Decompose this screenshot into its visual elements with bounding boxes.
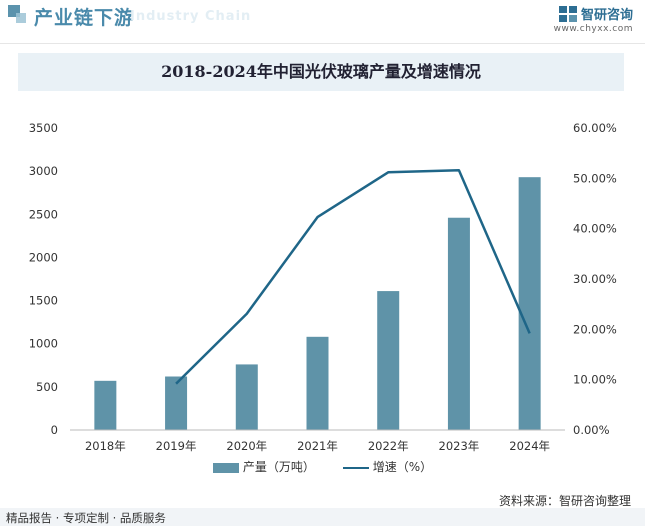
left-tick-label: 1000: [29, 337, 58, 351]
left-axis: 0 500 1000 1500 2000 2500 3000 3500: [29, 121, 58, 437]
production-bar: [306, 336, 329, 430]
growth-line: [175, 169, 531, 385]
x-tick-label: 2023年: [439, 439, 480, 453]
right-axis: 0.00% 10.00% 20.00% 30.00% 40.00% 50.00% 60.00…: [573, 121, 617, 437]
brand-block: 智研咨询 www.chyxx.com: [554, 3, 633, 34]
bar-series: [94, 177, 541, 430]
right-tick-label: 30.00%: [573, 272, 617, 286]
header-square-icon-light: [16, 13, 26, 23]
x-tick-label: 2021年: [297, 439, 338, 453]
left-tick-label: 2500: [29, 207, 58, 221]
x-tick-label: 2020年: [226, 439, 267, 453]
right-tick-label: 0.00%: [573, 423, 610, 437]
brand-name: 智研咨询: [580, 8, 633, 23]
production-bar: [518, 177, 541, 430]
left-tick-label: 500: [36, 380, 58, 394]
legend-item-growth: 增速（%）: [342, 458, 433, 475]
production-bar: [235, 364, 258, 430]
footer-tagline: 精品报告 · 专项定制 · 品质服务: [6, 511, 166, 525]
x-tick-label: 2022年: [368, 439, 409, 453]
left-tick-label: 0: [51, 423, 58, 437]
chart-svg: 0 500 1000 1500 2000 2500 3000 3500 0.00% 10.00%…: [29, 121, 617, 453]
chart-title: 2018-2024年中国光伏玻璃产量及增速情况: [161, 62, 481, 81]
left-tick-label: 3000: [29, 164, 58, 178]
footer-bar: 精品报告 · 专项定制 · 品质服务: [0, 508, 645, 526]
source-note: 资料来源：智研咨询整理: [498, 494, 631, 508]
legend-item-production: 产量（万吨）: [212, 458, 315, 475]
chart-title-band: 2018-2024年中国光伏玻璃产量及增速情况: [18, 53, 624, 91]
legend-bar-swatch: [212, 462, 239, 473]
x-axis: 2018年 2019年 2020年 2021年 2022年 2023年 2024年: [85, 439, 550, 453]
left-tick-label: 1500: [29, 294, 58, 308]
brand-url: www.chyxx.com: [553, 24, 633, 34]
right-tick-label: 40.00%: [573, 222, 617, 236]
x-tick-label: 2024年: [509, 439, 550, 453]
production-bar: [447, 217, 470, 430]
production-bar: [94, 380, 117, 430]
header-divider: [0, 43, 645, 44]
section-ghost-text: Industry Chain: [130, 9, 252, 24]
production-bar: [377, 291, 400, 430]
right-tick-label: 60.00%: [573, 121, 617, 135]
top-header: 产业链下游 Industry Chain 智研咨询 www.chyxx.com: [0, 0, 645, 34]
x-tick-label: 2019年: [156, 439, 197, 453]
legend-label-production: 产量（万吨）: [242, 460, 315, 474]
brand-logo-icon: [558, 5, 577, 22]
right-tick-label: 10.00%: [573, 373, 617, 387]
legend-label-growth: 增速（%）: [372, 460, 433, 474]
x-tick-label: 2018年: [85, 439, 126, 453]
left-tick-label: 2000: [29, 250, 58, 264]
right-tick-label: 20.00%: [573, 322, 617, 336]
section-title: 产业链下游: [34, 7, 135, 29]
production-bar: [165, 376, 188, 430]
left-tick-label: 3500: [29, 121, 58, 135]
legend-line-swatch: [342, 466, 369, 469]
legend: 产量（万吨） 增速（%）: [0, 458, 645, 475]
right-tick-label: 50.00%: [573, 171, 617, 185]
